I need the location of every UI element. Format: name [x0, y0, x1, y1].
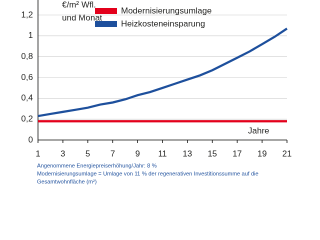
legend-label: Modernisierungsumlage: [121, 5, 212, 15]
x-tick-label: 1: [36, 148, 41, 158]
footnote: Gesamtwohnfläche (m²): [37, 179, 97, 185]
x-tick-label: 21: [282, 148, 292, 158]
x-tick-label: 7: [110, 148, 115, 158]
x-tick-label: 11: [158, 148, 167, 158]
y-tick-label: 1,2: [21, 9, 33, 19]
y-tick-label: 0: [28, 134, 33, 144]
y-tick-label: 0,2: [21, 113, 33, 123]
legend-label: Heizkosteneinsparung: [121, 18, 205, 28]
y-tick-label: 1: [28, 30, 33, 40]
y-axis-label: €/m² Wfl.: [62, 0, 96, 9]
legend-swatch: [95, 8, 117, 14]
y-tick-label: 0,8: [21, 51, 33, 61]
footnote: Angenommene Energiepreiserhöhung/Jahr: 8…: [37, 163, 157, 169]
y-tick-label: 0,4: [21, 93, 33, 103]
x-tick-label: 9: [135, 148, 140, 158]
x-tick-label: 5: [85, 148, 90, 158]
line-series: [37, 27, 288, 118]
x-tick-label: 13: [183, 148, 193, 158]
y-axis-label: und Monat: [62, 12, 103, 22]
chart: €/m² Wfl. und Monat Jahre Angenommene En…: [21, 0, 292, 185]
x-tick-label: 3: [61, 148, 66, 158]
footnote: Modernisierungsumlage = Umlage von 11 % …: [37, 171, 258, 177]
x-tick-label: 15: [208, 148, 218, 158]
x-tick-label: 17: [232, 148, 242, 158]
legend-swatch: [95, 21, 117, 27]
x-axis-label: Jahre: [248, 125, 270, 135]
y-tick-label: 0,6: [21, 72, 33, 82]
x-tick-label: 19: [257, 148, 267, 158]
